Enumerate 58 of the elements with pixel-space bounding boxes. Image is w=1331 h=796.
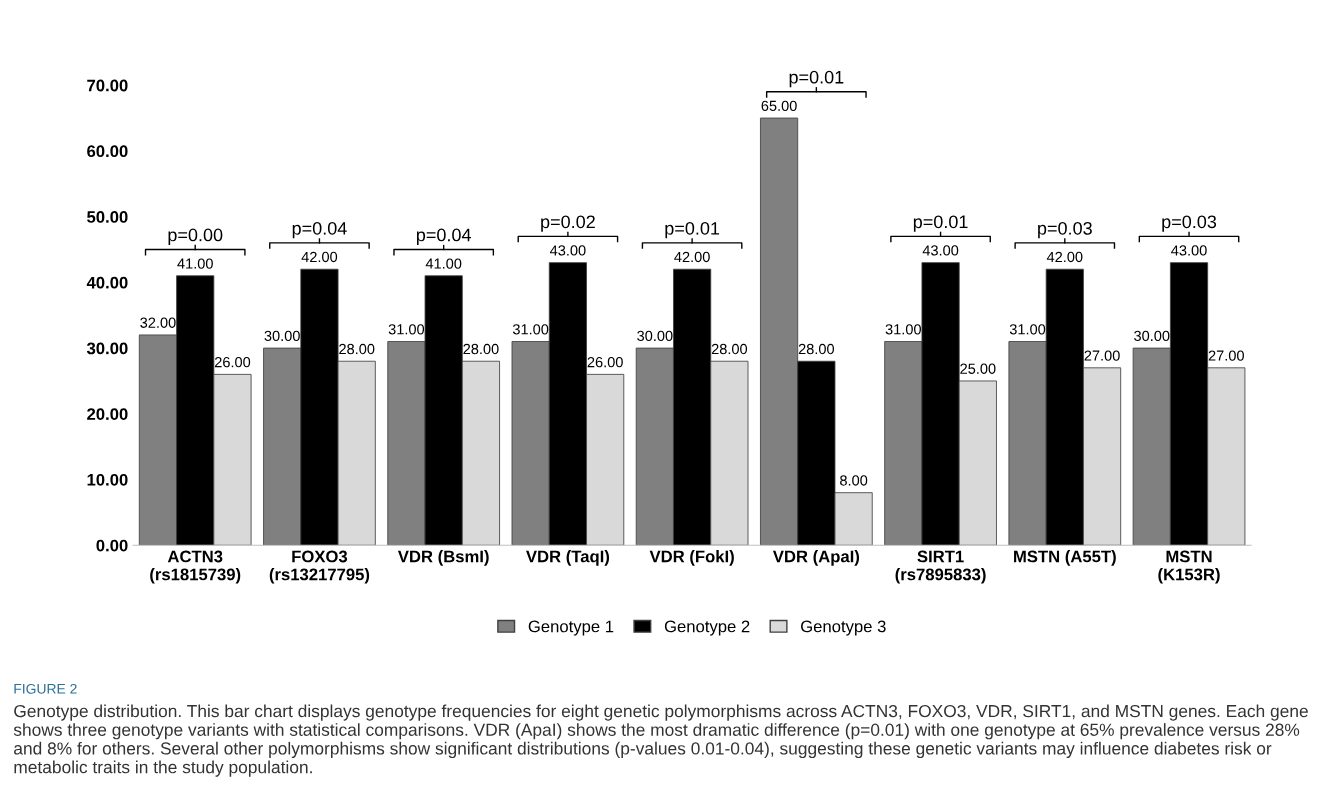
annotation: p=0.04 (292, 221, 347, 239)
x-tick-label: MSTN (K153R) (1158, 550, 1220, 584)
data-label: 31.00 (388, 324, 425, 335)
annotation: p=0.01 (789, 70, 844, 88)
y-tick-label: 20.00 (87, 408, 128, 421)
data-label: 27.00 (1084, 350, 1120, 361)
x-tick-label: ACTN3 (rs1815739) (150, 550, 241, 584)
y-tick-label: 40.00 (86, 276, 128, 289)
annotation: p=0.00 (168, 228, 223, 245)
y-tick-label: 10.00 (87, 473, 128, 486)
data-label: 28.00 (798, 343, 835, 355)
x-tick-label: VDR (BsmI) (397, 550, 489, 566)
annotation: p=0.04 (416, 228, 471, 245)
annotation: p=0.01 (913, 215, 968, 232)
x-tick-label: MSTN (A55T) (1014, 550, 1116, 566)
data-label: 42.00 (1046, 251, 1083, 263)
annotation: p=0.01 (665, 221, 720, 239)
data-label: 41.00 (177, 258, 213, 269)
data-label: 42.00 (674, 251, 710, 263)
data-label: 28.00 (463, 343, 499, 355)
data-label: 65.00 (761, 100, 797, 111)
data-label: 30.00 (637, 330, 673, 342)
data-label: 25.00 (960, 363, 996, 374)
data-label: 41.00 (425, 258, 462, 269)
data-label: 43.00 (549, 245, 586, 256)
data-label: 28.00 (339, 343, 375, 355)
legend-label: Genotype 1 (528, 620, 614, 636)
annotation: p=0.03 (1038, 221, 1092, 239)
data-label: 8.00 (840, 475, 868, 486)
x-tick-label: FOXO3 (rs13217795) (269, 550, 370, 584)
caption: FIGURE 2 (14, 683, 77, 694)
y-tick-label: 0.00 (96, 539, 128, 552)
data-label: 42.00 (301, 251, 338, 263)
data-label: 31.00 (885, 324, 921, 335)
data-label: 30.00 (1134, 330, 1170, 342)
data-label: 26.00 (214, 356, 251, 368)
annotation: p=0.03 (1162, 215, 1217, 232)
data-label: 43.00 (1171, 245, 1207, 256)
text: Genotype distribution. This bar chart displays genotype frequencies for eight genetic polymorphisms across ACTN3, FOXO3, VDR, SIRT1, and MSTN genes. Each gene shows three genotype variants with statistical comparisons. VDR (ApaI) shows the most dramatic difference (p=0.01) with one genotype at 65% prevalence versus 28% and 8% for others. Several other polymorphisms show significant distributions (p-values 0.01-0.04), suggesting these genetic variants may influence diabetes risk or metabolic traits in the study population. (13, 704, 1308, 777)
legend-label: Genotype 2 (664, 620, 750, 636)
data-label: 28.00 (711, 343, 748, 355)
x-tick-label: VDR (FokI) (649, 550, 734, 566)
data-label: 26.00 (587, 356, 623, 368)
y-tick-label: 70.00 (87, 79, 128, 92)
data-label: 31.00 (512, 324, 549, 335)
data-label: 43.00 (922, 245, 959, 256)
data-label: 30.00 (264, 330, 300, 342)
data-label: 32.00 (140, 317, 176, 328)
y-tick-label: 30.00 (86, 342, 128, 355)
annotation: p=0.02 (541, 215, 595, 232)
data-label: 31.00 (1009, 324, 1046, 335)
x-tick-label: VDR (ApaI) (772, 550, 860, 566)
legend-label: Genotype 3 (801, 620, 886, 636)
x-tick-label: VDR (TaqI) (526, 550, 610, 566)
data-label: 27.00 (1208, 350, 1244, 361)
y-tick-label: 50.00 (87, 211, 128, 223)
y-tick-label: 60.00 (87, 145, 128, 158)
x-tick-label: SIRT1 (rs7895833) (895, 550, 986, 584)
